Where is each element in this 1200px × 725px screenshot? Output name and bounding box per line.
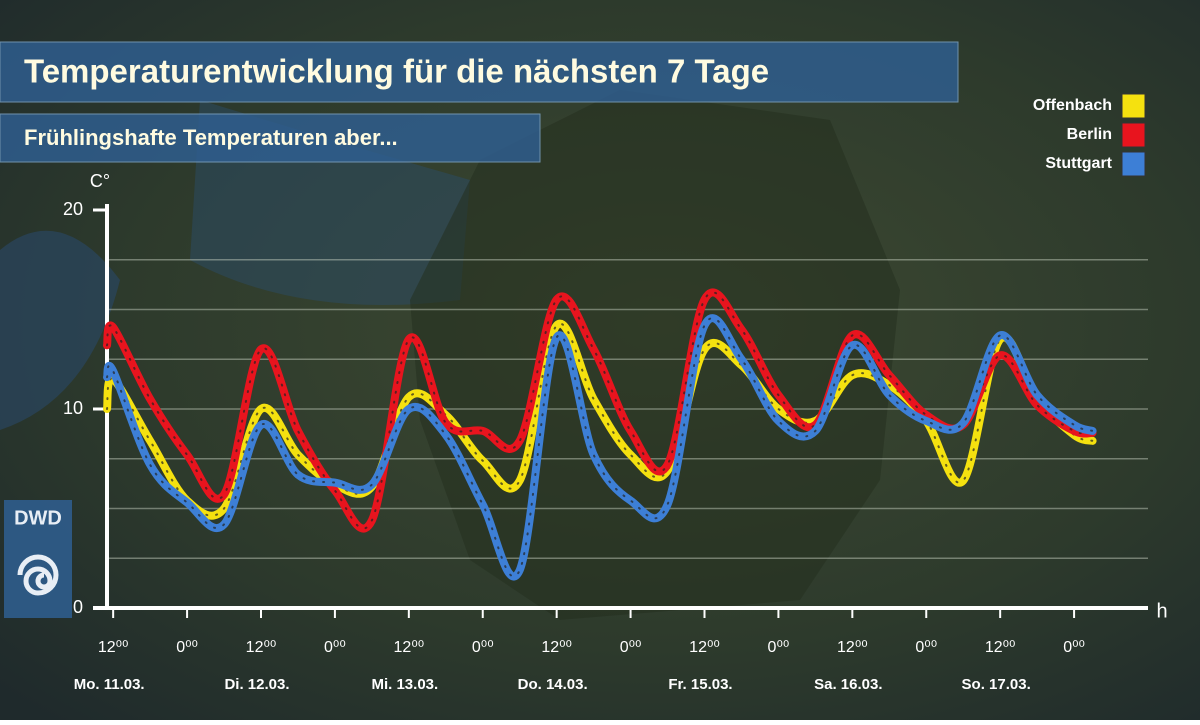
day-label: Sa. 16.03. (814, 676, 882, 693)
subtitle-bar (0, 113, 541, 163)
logo-icon (17, 554, 59, 596)
x-tick-label: 0⁰⁰ (620, 639, 642, 656)
y-tick-label: 10 (63, 398, 83, 418)
legend-label: Stuttgart (1045, 155, 1112, 172)
day-label: Fr. 15.03. (668, 676, 732, 693)
chart-title: Temperaturentwicklung für die nächsten 7… (24, 53, 769, 90)
x-tick-label: 12⁰⁰ (837, 639, 868, 656)
x-tick-label: 12⁰⁰ (98, 639, 129, 656)
x-tick-label: 12⁰⁰ (985, 639, 1016, 656)
legend-swatch (1121, 151, 1146, 177)
legend-label: Berlin (1067, 126, 1112, 143)
y-tick-label: 20 (63, 199, 83, 219)
x-tick-label: 12⁰⁰ (541, 639, 572, 656)
x-tick-label: 0⁰⁰ (768, 639, 790, 656)
series-dots (106, 317, 1094, 578)
y-tick-label: 0 (73, 597, 83, 617)
chart-subtitle: Frühlingshafte Temperaturen aber... (24, 125, 398, 150)
day-label: Mi. 13.03. (371, 676, 438, 693)
title-bar (0, 41, 959, 103)
x-tick-label: 0⁰⁰ (915, 639, 937, 656)
series-line (103, 288, 1097, 533)
x-tick-label: 0⁰⁰ (324, 639, 346, 656)
x-axis-label: h (1156, 600, 1167, 622)
day-label: Di. 12.03. (224, 676, 289, 693)
x-tick-label: 12⁰⁰ (394, 639, 425, 656)
logo-text: DWD (14, 507, 62, 529)
plot: 0 10 20 12⁰⁰ 0⁰⁰ 12⁰⁰ 0⁰⁰ 12⁰⁰ 0⁰⁰ 12⁰⁰ 0⁰⁰ 12⁰⁰ 0⁰⁰… (63, 93, 1148, 693)
legend-label: Offenbach (1033, 97, 1112, 114)
x-tick-label: 0⁰⁰ (176, 639, 198, 656)
sea (0, 230, 120, 430)
x-tick-label: 12⁰⁰ (246, 639, 277, 656)
legend-swatch (1121, 122, 1146, 148)
legend-swatch (1121, 93, 1146, 119)
x-tick-label: 0⁰⁰ (1063, 639, 1085, 656)
x-tick-label: 0⁰⁰ (472, 639, 494, 656)
y-axis-label: C° (90, 171, 110, 191)
germany (410, 90, 900, 620)
x-tick-label: 12⁰⁰ (689, 639, 720, 656)
series-line (103, 319, 1097, 520)
day-label: Mo. 11.03. (74, 676, 145, 693)
day-label: Do. 14.03. (518, 676, 588, 693)
day-label: So. 17.03. (962, 676, 1031, 693)
